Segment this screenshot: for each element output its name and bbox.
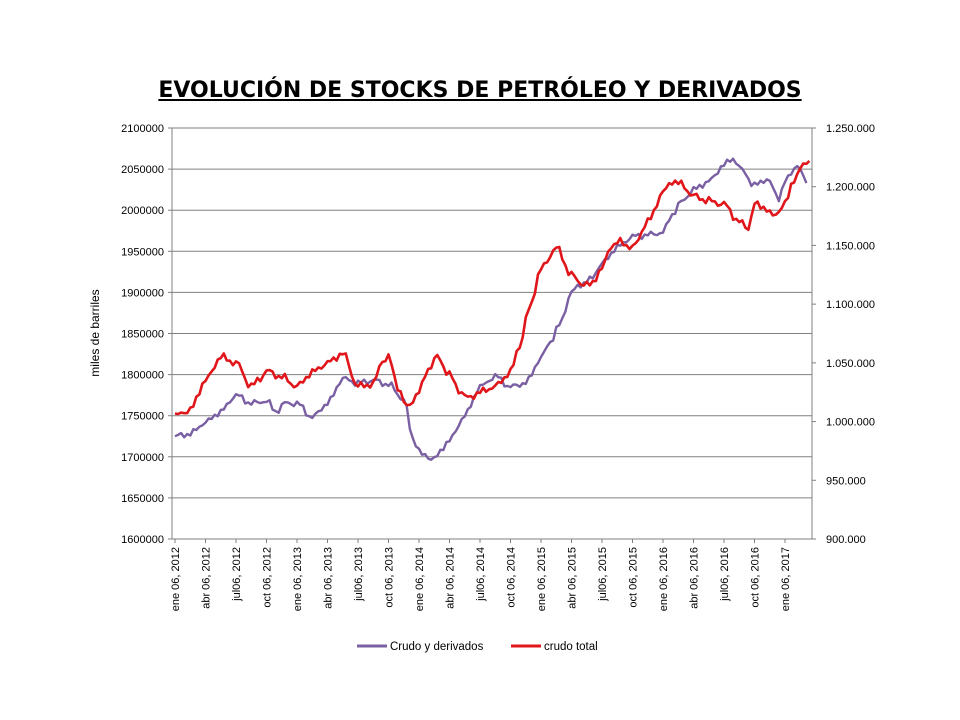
x-tick-label: oct 06, 2014 — [506, 547, 518, 608]
x-tick-label: abr 06, 2014 — [445, 547, 457, 609]
series-line-crudo-total — [174, 159, 811, 416]
left-tick-label: 2050000 — [121, 164, 164, 176]
left-tick-label: 2000000 — [121, 205, 164, 217]
left-tick-label: 1800000 — [121, 370, 164, 382]
x-tick-label: ene 06, 2015 — [536, 547, 548, 611]
left-tick-label: 1950000 — [121, 246, 164, 258]
left-tick-label: 2100000 — [121, 123, 164, 135]
right-tick-label: 950.000 — [826, 475, 866, 487]
x-tick-label: abr 06, 2015 — [567, 547, 579, 609]
x-axis: ene 06, 2012 abr 06, 2012 jul06, 2012 oct 0… — [170, 539, 792, 611]
left-y-axis: 1600000 1650000 1700000 1750000 1800000 18500… — [121, 123, 172, 546]
right-y-axis: 900.000 950.000 1.000.000 1.050.000 1.100.00… — [812, 123, 875, 546]
gridlines — [172, 168, 812, 499]
x-tick-label: jul06, 2016 — [719, 547, 731, 602]
y-axis-title: miles de barriles — [88, 289, 102, 376]
x-tick-label: oct 06, 2013 — [384, 547, 396, 608]
right-tick-label: 1.000.000 — [826, 417, 875, 429]
x-tick-label: ene 06, 2012 — [170, 547, 182, 611]
right-tick-label: 1.200.000 — [826, 182, 875, 194]
series-lines — [174, 157, 811, 461]
x-tick-label: oct 06, 2016 — [750, 547, 762, 608]
x-tick-label: abr 06, 2012 — [201, 547, 213, 609]
chart-title: EVOLUCIÓN DE STOCKS DE PETRÓLEO Y DERIVA… — [158, 78, 802, 103]
left-tick-label: 1750000 — [121, 411, 164, 423]
left-tick-label: 1600000 — [121, 534, 164, 546]
x-tick-label: oct 06, 2015 — [628, 547, 640, 608]
x-tick-label: abr 06, 2013 — [323, 547, 335, 609]
legend: Crudo y derivados crudo total — [357, 641, 598, 653]
x-tick-label: oct 06, 2012 — [262, 547, 274, 608]
x-tick-label: ene 06, 2013 — [292, 547, 304, 611]
x-tick-label: jul06, 2013 — [353, 547, 365, 602]
right-tick-label: 900.000 — [826, 534, 866, 546]
x-tick-label: jul06, 2014 — [475, 547, 487, 602]
left-tick-label: 1900000 — [121, 287, 164, 299]
x-tick-label: ene 06, 2014 — [414, 547, 426, 611]
right-tick-label: 1.100.000 — [826, 299, 875, 311]
right-tick-label: 1.050.000 — [826, 358, 875, 370]
left-tick-label: 1700000 — [121, 452, 164, 464]
left-tick-label: 1650000 — [121, 493, 164, 505]
left-tick-label: 1850000 — [121, 329, 164, 341]
series-line-crudo-y-derivados — [174, 157, 808, 461]
x-tick-label: jul06, 2015 — [597, 547, 609, 602]
x-tick-label: ene 06, 2016 — [658, 547, 670, 611]
legend-label: crudo total — [544, 641, 598, 653]
legend-label: Crudo y derivados — [390, 641, 484, 653]
x-tick-label: jul06, 2012 — [231, 547, 243, 602]
x-tick-label: ene 06, 2017 — [780, 547, 792, 611]
right-tick-label: 1.250.000 — [826, 123, 875, 135]
right-tick-label: 1.150.000 — [826, 240, 875, 252]
x-tick-label: abr 06, 2016 — [689, 547, 701, 609]
